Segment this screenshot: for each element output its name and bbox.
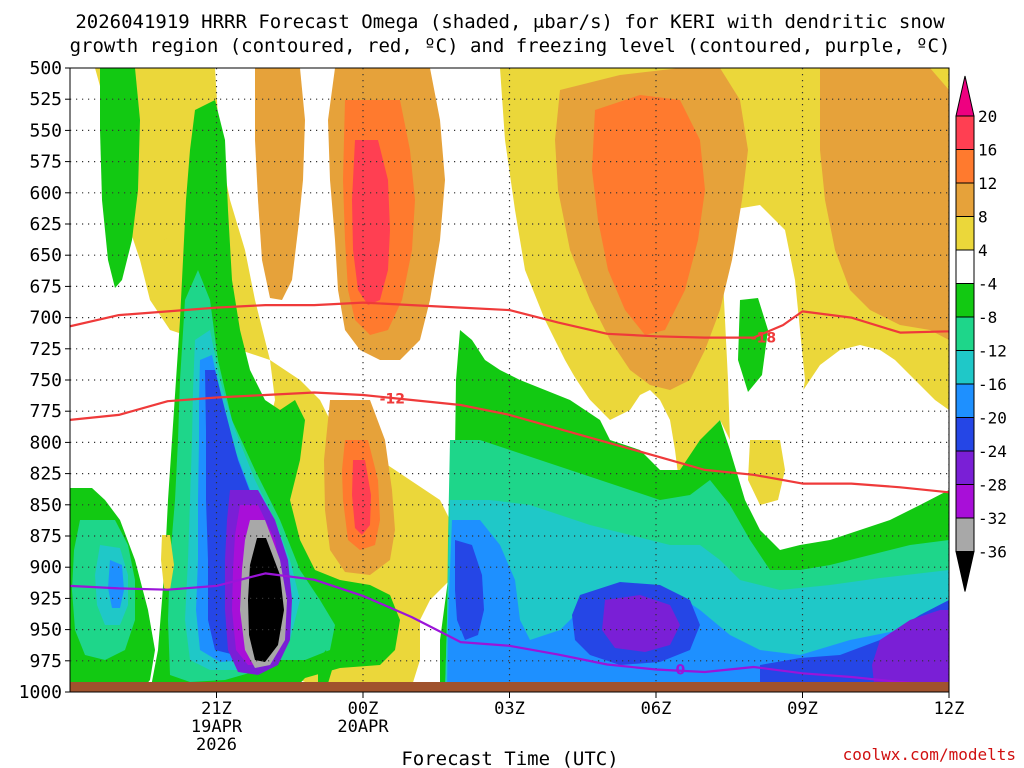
pressure-tick-label-875: 875 [29,526,62,547]
colorbar-top-arrow [955,75,975,117]
pressure-tick-label-500: 500 [29,58,62,79]
omega-colorbar: 20 16 12 8 4 -4 -8 -12 -16 -20 -24 -28 -32 -36 [955,75,1007,592]
pressure-tick-label-850: 850 [29,495,62,516]
time-tick-label-06Z: 06Z [641,699,672,719]
pressure-tick-label-750: 750 [29,370,62,391]
pressure-tick-label-675: 675 [29,276,62,297]
time-tick-date-00Z: 20APR [337,717,389,737]
omega-region-12to16-right-upper [592,95,705,335]
colorbar-label--16: -16 [978,375,1007,394]
omega-region-8to12-far-right [820,68,949,340]
colorbar-band-8 [955,383,975,418]
omega-region-neg24to28-right-center [602,595,680,652]
colorbar-band-11 [955,484,975,519]
colorbar-band-5 [955,283,975,318]
colorbar-label--36: -36 [978,543,1007,562]
omega-region-neutral-right [722,205,805,540]
colorbar-band-1 [955,149,975,184]
colorbar-label--4: -4 [978,275,997,294]
colorbar-label--8: -8 [978,308,997,327]
pressure-tick-label-700: 700 [29,308,62,329]
time-tick-label-12Z: 12Z [934,699,965,719]
colorbar-label--20: -20 [978,409,1007,428]
omega-region-small-yellow-3 [748,440,785,505]
time-gridlines [215,68,949,692]
pressure-tick-label-650: 650 [29,245,62,266]
colorbar-label-20: 20 [978,107,997,126]
pressure-tick-label-725: 725 [29,339,62,360]
chart-title-line1: 2026041919 HRRR Forecast Omega (shaded, … [75,11,945,33]
x-axis-label: Forecast Time (UTC) [401,748,618,768]
omega-region-small-green-4 [318,650,332,690]
colorbar-bottom-arrow [955,551,975,592]
colorbar-band-4 [955,249,975,284]
time-tick-date-21Z: 19APR [191,717,243,737]
time-tick-year-21Z: 2026 [196,735,237,755]
omega-region-16to20-center [352,140,390,305]
time-tick-label-09Z: 09Z [787,699,818,719]
contour-label--12: -12 [380,392,405,408]
pressure-tick-label-950: 950 [29,620,62,641]
pressure-tick-label-1000: 1000 [19,682,62,703]
colorbar-label--32: -32 [978,509,1007,528]
omega-region-16to20-lower-center [352,460,371,535]
temperature-contours: -18 -12 0 [70,301,949,687]
colorbar-band-6 [955,316,975,351]
contour-line--12 [70,391,949,494]
contour-line--18 [70,301,949,339]
colorbar-label--28: -28 [978,476,1007,495]
omega-region-small-green-3 [738,298,768,392]
credit-text: coolwx.com/modelts [843,745,1016,764]
plot-area: -18 -12 0 [70,68,949,692]
pressure-tick-label-800: 800 [29,432,62,453]
time-tick-label-21Z: 21Z [201,699,232,719]
pressure-tick-label-625: 625 [29,214,62,235]
ground-surface [70,682,949,692]
colorbar-label--12: -12 [978,342,1007,361]
pressure-tick-label-925: 925 [29,588,62,609]
pressure-axis: 500 525 550 575 600 625 650 675 700 725 750 775 800 8… [19,58,70,703]
pressure-tick-label-525: 525 [29,89,62,110]
colorbar-label--24: -24 [978,442,1007,461]
pressure-tick-label-825: 825 [29,464,62,485]
time-tick-label-00Z: 00Z [348,699,379,719]
contour-line-0 [70,572,949,687]
pressure-tick-label-575: 575 [29,152,62,173]
omega-region-below-neg36-core [248,538,284,662]
omega-region-8to12-left-column [255,68,305,300]
omega-region-neg24to28-right-bottom [872,610,949,692]
pressure-tick-label-550: 550 [29,120,62,141]
omega-region-neg16to20-right [447,520,949,692]
time-tick-label-03Z: 03Z [494,699,525,719]
colorbar-band-2 [955,182,975,217]
omega-region-neg4to8-left-strip [100,68,140,288]
contour-label--18: -18 [751,331,776,347]
colorbar-band-3 [955,216,975,251]
chart-title-line2: growth region (contoured, red, ºC) and f… [70,35,951,57]
pressure-tick-label-900: 900 [29,557,62,578]
colorbar-band-9 [955,417,975,452]
colorbar-label-12: 12 [978,174,997,193]
omega-region-neg-left-column-core [108,560,124,608]
omega-region-neg20to24-right-left [455,540,484,640]
pressure-tick-label-775: 775 [29,401,62,422]
pressure-tick-label-975: 975 [29,651,62,672]
colorbar-band-7 [955,350,975,385]
colorbar-label-4: 4 [978,241,988,260]
omega-region-small-yellow-1 [163,238,171,268]
contour-label-0: 0 [676,663,686,679]
omega-shading [70,68,949,692]
colorbar-label-8: 8 [978,208,988,227]
colorbar-band-0 [955,115,975,150]
colorbar-label-16: 16 [978,141,997,160]
colorbar-band-12 [955,517,975,552]
omega-region-small-yellow-2 [161,535,174,590]
colorbar-band-10 [955,450,975,485]
pressure-tick-label-600: 600 [29,183,62,204]
